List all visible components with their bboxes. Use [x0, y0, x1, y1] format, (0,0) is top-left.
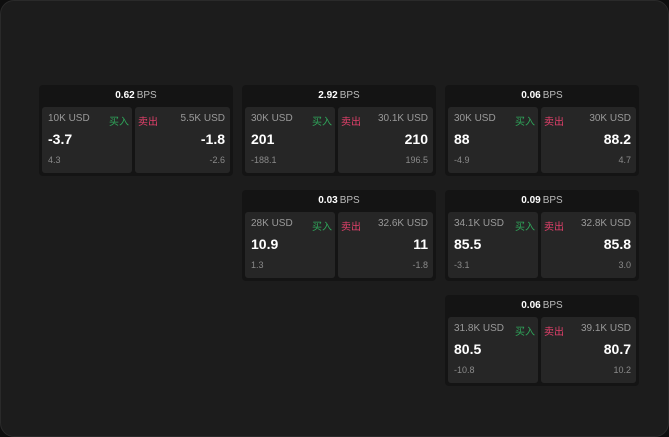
quote-card: 0.03 BPS 28K USD 买入 10.9 1.3 卖出 32.6K USD…	[242, 190, 436, 281]
spread-unit: BPS	[339, 90, 360, 101]
buy-button[interactable]: 10K USD 买入 -3.7 4.3	[42, 107, 132, 173]
sell-label: 卖出	[544, 327, 564, 338]
sell-change: -1.8	[412, 260, 428, 270]
buy-price: -3.7	[48, 131, 73, 147]
spread-value: 0.62	[115, 90, 135, 101]
quote-card: 0.09 BPS 34.1K USD 买入 85.5 -3.1 卖出 32.8K …	[445, 190, 639, 281]
sell-label: 卖出	[544, 222, 564, 233]
sell-button[interactable]: 卖出 30.1K USD 210 196.5	[338, 107, 433, 173]
buy-size: 30K USD	[454, 113, 496, 124]
buy-change: 4.3	[48, 155, 61, 165]
buy-price: 88	[454, 131, 470, 147]
spread-unit: BPS	[136, 90, 157, 101]
sell-size: 30K USD	[589, 113, 631, 124]
sell-size: 5.5K USD	[180, 113, 225, 124]
sell-change: 4.7	[618, 155, 631, 165]
buy-price: 85.5	[454, 236, 482, 252]
buy-button[interactable]: 31.8K USD 买入 80.5 -10.8	[448, 317, 538, 383]
spread-value: 0.06	[521, 90, 541, 101]
sell-size: 39.1K USD	[580, 323, 631, 334]
buy-label: 买入	[312, 222, 332, 233]
sell-label: 卖出	[138, 117, 158, 128]
sell-size: 32.6K USD	[377, 218, 428, 229]
sell-price: 85.8	[603, 236, 631, 252]
buy-button[interactable]: 34.1K USD 买入 85.5 -3.1	[448, 212, 538, 278]
buy-label: 买入	[109, 117, 129, 128]
spread-unit: BPS	[542, 300, 563, 311]
sell-change: -2.6	[209, 155, 225, 165]
sell-button[interactable]: 卖出 5.5K USD -1.8 -2.6	[135, 107, 230, 173]
sell-button[interactable]: 卖出 32.6K USD 11 -1.8	[338, 212, 433, 278]
quote-card: 0.06 BPS 31.8K USD 买入 80.5 -10.8 卖出 39.1K…	[445, 295, 639, 386]
spread-value: 0.03	[318, 195, 338, 206]
sell-price: 88.2	[603, 131, 631, 147]
sell-button[interactable]: 卖出 32.8K USD 85.8 3.0	[541, 212, 636, 278]
sell-size: 30.1K USD	[377, 113, 428, 124]
buy-price: 201	[251, 131, 275, 147]
sell-button[interactable]: 卖出 39.1K USD 80.7 10.2	[541, 317, 636, 383]
buy-size: 34.1K USD	[454, 218, 505, 229]
sell-price: 210	[404, 131, 428, 147]
sell-change: 10.2	[613, 365, 631, 375]
sell-label: 卖出	[341, 222, 361, 233]
buy-change: -188.1	[251, 155, 277, 165]
buy-change: 1.3	[251, 260, 264, 270]
buy-label: 买入	[515, 327, 535, 338]
buy-size: 10K USD	[48, 113, 90, 124]
spread-header: 0.06 BPS	[445, 295, 639, 316]
spread-value: 0.09	[521, 195, 541, 206]
sell-price: 80.7	[603, 341, 631, 357]
buy-label: 买入	[515, 222, 535, 233]
buy-label: 买入	[515, 117, 535, 128]
buy-size: 31.8K USD	[454, 323, 505, 334]
spread-header: 0.03 BPS	[242, 190, 436, 211]
buy-button[interactable]: 28K USD 买入 10.9 1.3	[245, 212, 335, 278]
sell-price: -1.8	[200, 131, 225, 147]
spread-unit: BPS	[339, 195, 360, 206]
buy-label: 买入	[312, 117, 332, 128]
quote-card: 0.06 BPS 30K USD 买入 88 -4.9 卖出 30K USD 88…	[445, 85, 639, 176]
sell-change: 196.5	[405, 155, 428, 165]
sell-label: 卖出	[544, 117, 564, 128]
spread-header: 0.06 BPS	[445, 85, 639, 106]
quote-card: 2.92 BPS 30K USD 买入 201 -188.1 卖出 30.1K U…	[242, 85, 436, 176]
spread-header: 0.09 BPS	[445, 190, 639, 211]
buy-change: -4.9	[454, 155, 470, 165]
spread-value: 0.06	[521, 300, 541, 311]
quote-card: 0.62 BPS 10K USD 买入 -3.7 4.3 卖出 5.5K USD …	[39, 85, 233, 176]
buy-change: -3.1	[454, 260, 470, 270]
buy-size: 28K USD	[251, 218, 293, 229]
buy-button[interactable]: 30K USD 买入 88 -4.9	[448, 107, 538, 173]
spread-value: 2.92	[318, 90, 338, 101]
buy-change: -10.8	[454, 365, 475, 375]
sell-price: 11	[413, 236, 428, 252]
spread-unit: BPS	[542, 90, 563, 101]
spread-unit: BPS	[542, 195, 563, 206]
spread-header: 0.62 BPS	[39, 85, 233, 106]
buy-size: 30K USD	[251, 113, 293, 124]
buy-button[interactable]: 30K USD 买入 201 -188.1	[245, 107, 335, 173]
sell-change: 3.0	[618, 260, 631, 270]
sell-size: 32.8K USD	[580, 218, 631, 229]
sell-label: 卖出	[341, 117, 361, 128]
spread-header: 2.92 BPS	[242, 85, 436, 106]
buy-price: 80.5	[454, 341, 482, 357]
buy-price: 10.9	[251, 236, 279, 252]
sell-button[interactable]: 卖出 30K USD 88.2 4.7	[541, 107, 636, 173]
